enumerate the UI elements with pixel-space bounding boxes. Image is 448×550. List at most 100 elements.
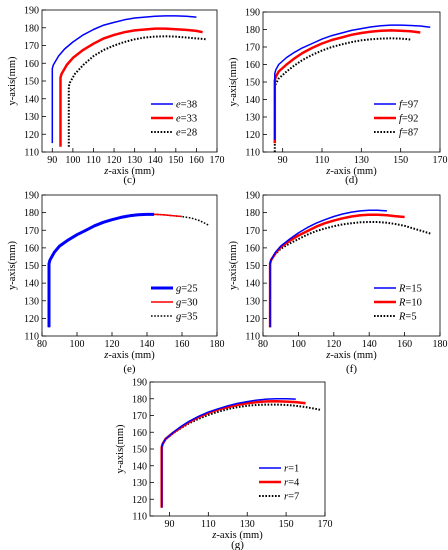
panel-label: (g)	[231, 539, 244, 550]
panel-label: (c)	[123, 174, 136, 186]
legend-var: f	[399, 100, 404, 111]
x-tick-label: 80	[37, 339, 47, 350]
legend-var: r	[284, 464, 289, 475]
legend-label: e=38	[176, 100, 197, 111]
series-line-g-30	[48, 213, 183, 328]
y-tick-label: 130	[24, 296, 39, 307]
y-tick-label: 110	[245, 332, 260, 343]
x-tick-label: 130	[240, 519, 255, 530]
y-tick-label: 190	[24, 6, 39, 17]
chart-panel-d: 90 110 130 150 170 110 120 130 140 150 160 170 180 19…	[228, 8, 448, 187]
legend-value: =92	[402, 114, 418, 125]
y-tick-label: 190	[245, 8, 260, 19]
x-axis-label: z-axis (mm)	[103, 350, 155, 361]
y-tick-label: 130	[245, 113, 260, 124]
series-line-g-25	[47, 212, 154, 328]
x-tick-label: 120	[326, 339, 341, 350]
y-tick-label: 170	[245, 226, 260, 237]
legend-label: r=4	[284, 478, 300, 489]
y-tick-label: 140	[245, 95, 260, 106]
y-tick-label: 140	[245, 279, 260, 290]
x-tick-label: 140	[140, 339, 155, 350]
y-tick-label: 120	[245, 130, 260, 141]
y-tick-label: 180	[24, 23, 39, 34]
x-tick-label: 120	[107, 155, 122, 166]
y-tick-label: 120	[132, 495, 147, 506]
x-tick-label: 110	[315, 155, 330, 166]
y-tick-label: 150	[132, 445, 147, 456]
y-tick-label: 160	[245, 60, 260, 71]
series-line-R-15	[269, 209, 387, 328]
legend-value: =97	[402, 100, 418, 111]
legend-value: =4	[288, 478, 300, 489]
legend-label: R=10	[398, 298, 422, 309]
x-axis-label-var: z	[211, 530, 216, 541]
y-tick-label: 190	[245, 191, 260, 202]
legend-var: g	[176, 284, 181, 295]
legend-var: f	[399, 128, 404, 139]
y-tick-label: 170	[245, 43, 260, 54]
y-tick-label: 130	[132, 478, 147, 489]
legend-value: =15	[405, 284, 421, 295]
x-tick-label: 120	[105, 339, 120, 350]
x-tick-label: 180	[210, 339, 225, 350]
y-tick-label: 160	[132, 428, 147, 439]
x-axis-label: z-axis (mm)	[103, 166, 155, 177]
x-tick-label: 150	[393, 155, 408, 166]
x-tick-label: 150	[168, 155, 183, 166]
x-tick-label: 160	[175, 339, 190, 350]
x-tick-label: 130	[127, 155, 142, 166]
legend-var: R	[398, 284, 406, 295]
x-axis-label-var: z	[325, 350, 330, 361]
x-tick-label: 100	[291, 339, 306, 350]
y-tick-label: 180	[245, 25, 260, 36]
legend-value: =30	[181, 298, 197, 309]
y-axis-label: y-axis(mm)	[228, 57, 239, 106]
x-axis-label-text: -axis (mm)	[108, 166, 155, 177]
legend-value: =5	[405, 312, 416, 323]
legend-var: e	[176, 100, 181, 111]
y-tick-label: 150	[24, 77, 39, 88]
y-axis-label: y-axis(mm)	[228, 241, 239, 290]
legend-label: r=7	[284, 492, 299, 503]
x-axis-label-text: -axis (mm)	[108, 350, 155, 361]
x-tick-label: 180	[433, 339, 448, 350]
chart-panel-c: 90 100 110 120 130 140 150 160 170 110 120 130 140 15…	[7, 6, 225, 187]
y-axis-label: y-axis(mm)	[115, 424, 126, 473]
legend-value: =35	[181, 312, 197, 323]
y-tick-label: 190	[132, 378, 147, 389]
x-tick-label: 110	[201, 519, 216, 530]
y-axis-label: y-axis(mm)	[7, 241, 18, 290]
x-axis-label-text: -axis (mm)	[216, 530, 263, 541]
x-tick-label: 140	[362, 339, 377, 350]
series-line-g-35	[48, 213, 209, 328]
y-tick-label: 110	[24, 148, 39, 159]
chart-panel-g: 90 110 130 150 170 110 120 130 140 150 160 170 180 19…	[115, 378, 333, 550]
series-line-R-10	[268, 213, 405, 328]
chart-panel-f: 80 100 120 140 160 180 110 120 130 140 150 160 170 18…	[228, 191, 448, 376]
y-tick-label: 130	[24, 112, 39, 123]
legend-var: e	[176, 114, 181, 125]
y-tick-label: 180	[245, 208, 260, 219]
y-tick-label: 170	[24, 41, 39, 52]
x-axis-label-var: z	[325, 166, 330, 177]
series-line-e-38	[51, 15, 197, 144]
y-tick-label: 110	[245, 148, 260, 159]
x-axis-label-text: -axis (mm)	[330, 166, 377, 177]
x-tick-label: 160	[189, 155, 204, 166]
legend-var: r	[284, 492, 289, 503]
y-tick-label: 180	[24, 208, 39, 219]
legend-var: f	[399, 114, 404, 125]
y-tick-label: 120	[245, 314, 260, 325]
legend-label: g=30	[176, 298, 198, 309]
x-axis-label: z-axis (mm)	[211, 530, 263, 541]
x-tick-label: 90	[164, 519, 174, 530]
legend-value: =28	[181, 128, 197, 139]
legend-var: R	[398, 298, 406, 309]
legend-value: =1	[288, 464, 299, 475]
panel-label: (d)	[345, 174, 358, 186]
x-tick-label: 90	[47, 155, 57, 166]
y-tick-label: 170	[132, 411, 147, 422]
legend-label: e=33	[176, 114, 197, 125]
